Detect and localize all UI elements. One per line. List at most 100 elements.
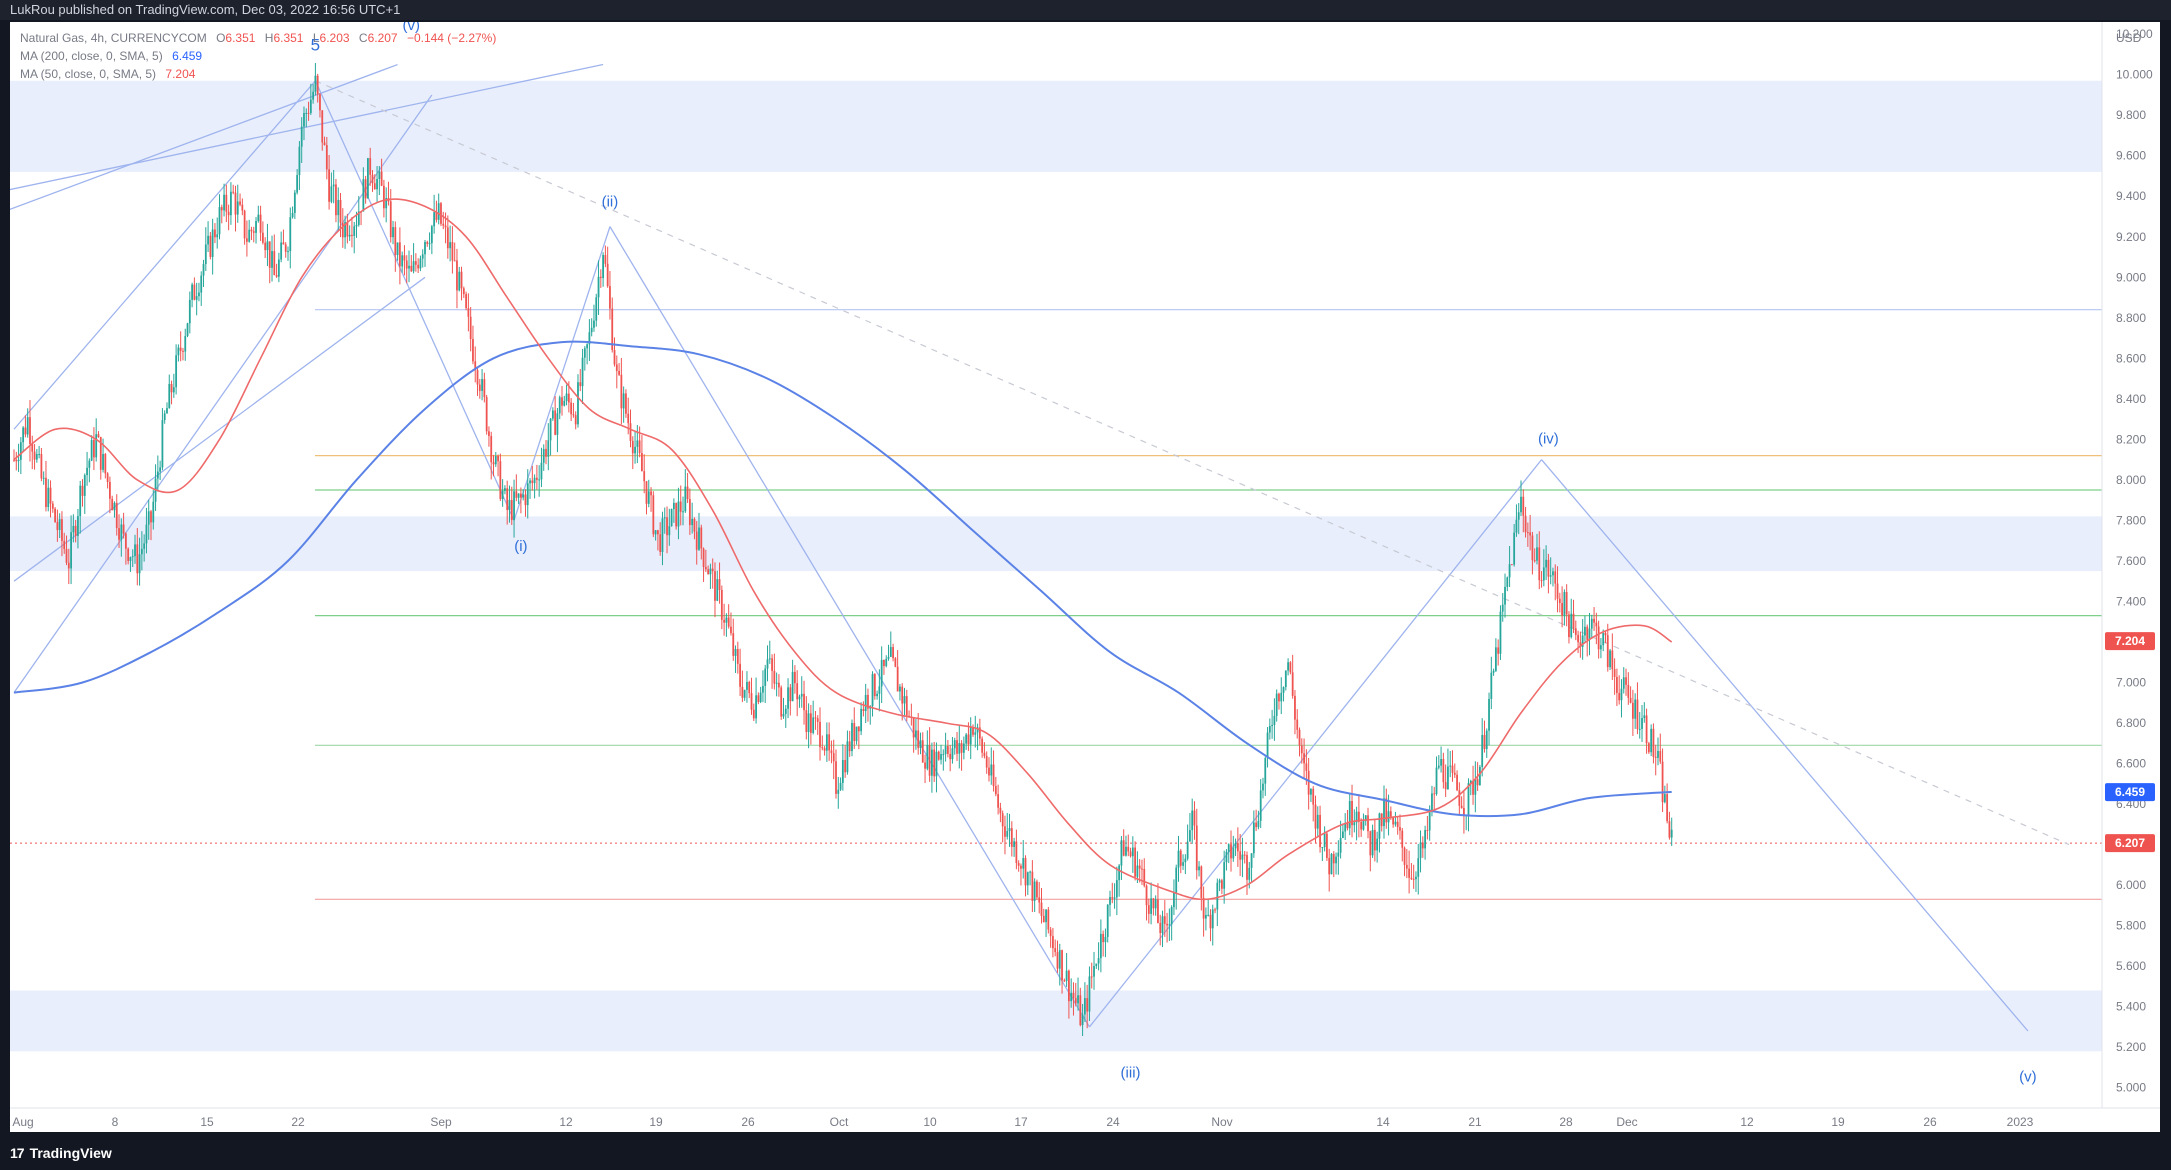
candle — [1558, 592, 1561, 613]
candle-body — [1157, 899, 1159, 923]
candle — [812, 700, 815, 735]
price-tick-label: 5.200 — [2116, 1040, 2146, 1054]
candle — [844, 744, 847, 778]
candle — [90, 435, 93, 462]
candle-body — [1353, 822, 1356, 826]
candle — [1449, 750, 1452, 778]
elliott-wave-labels: 5(v)(ii)(i)(iii)(iv)(v) — [311, 17, 2037, 1086]
candle — [1131, 836, 1134, 873]
tradingview-logo[interactable]: 17 TradingView — [10, 1145, 112, 1161]
candle-body — [223, 194, 225, 211]
candle — [1421, 836, 1424, 858]
candle — [1600, 637, 1602, 659]
candle — [1638, 712, 1641, 739]
candle — [634, 431, 636, 464]
candle-body — [739, 663, 741, 687]
candle — [937, 750, 940, 761]
candle-body — [848, 741, 851, 752]
candle-body — [337, 199, 340, 216]
candle — [72, 514, 75, 543]
candle-body — [1494, 647, 1497, 671]
candle — [1042, 908, 1045, 923]
candle — [1282, 686, 1285, 702]
candle — [289, 207, 292, 269]
candle-body — [17, 459, 20, 462]
candle-body — [90, 440, 93, 461]
candle-body — [1654, 756, 1657, 758]
candle-body — [485, 397, 488, 432]
candle — [1029, 870, 1031, 886]
candle — [577, 374, 579, 428]
candle-body — [1122, 840, 1125, 856]
candle — [750, 677, 753, 715]
price-tag: 6.207 — [2105, 834, 2155, 853]
candle-body — [855, 726, 858, 742]
candle-body — [1520, 496, 1522, 513]
candle — [615, 355, 618, 389]
candle — [1659, 733, 1662, 764]
candle — [214, 223, 216, 244]
price-chart[interactable]: 5(v)(ii)(i)(iii)(iv)(v) USD 10.20010.000… — [6, 17, 2160, 1132]
candle-body — [282, 242, 285, 245]
candle — [942, 749, 945, 771]
price-tick-label: 9.200 — [2116, 230, 2146, 244]
moving-averages — [13, 198, 1673, 901]
candle — [1314, 795, 1317, 844]
candle-body — [1241, 854, 1244, 860]
candle-body — [1474, 779, 1477, 795]
candle-body — [773, 670, 776, 684]
candle-body — [332, 184, 335, 187]
candle — [35, 448, 38, 463]
tradingview-brand: TradingView — [29, 1145, 112, 1161]
candle — [408, 250, 410, 283]
candle — [88, 458, 91, 483]
candle-body — [147, 511, 150, 525]
candle-body — [981, 738, 984, 753]
candle-body — [1177, 850, 1180, 868]
candle-body — [1314, 804, 1317, 829]
candle — [428, 232, 431, 250]
candle — [387, 181, 390, 206]
candle-body — [1563, 592, 1566, 616]
candle-body — [538, 479, 541, 481]
candle-body — [1460, 805, 1463, 808]
candle — [887, 644, 890, 661]
candle-body — [517, 493, 520, 498]
candle-body — [1239, 851, 1242, 860]
candle — [1015, 829, 1018, 870]
candle-body — [983, 752, 986, 757]
price-tick-label: 7.600 — [2116, 554, 2146, 568]
candle — [1017, 860, 1020, 872]
candle — [1415, 871, 1417, 892]
candle-body — [150, 511, 152, 523]
candle-body — [435, 212, 438, 220]
candle-body — [1145, 885, 1148, 906]
candle-body — [1218, 880, 1221, 883]
candle — [138, 537, 141, 586]
candle — [1412, 864, 1415, 889]
candle-body — [940, 754, 942, 760]
candle — [718, 562, 721, 604]
candle-body — [1538, 547, 1541, 581]
time-axis[interactable]: Aug 8 15 22 Sep 12 19 26 Oct 10 17 24 Nov 14 21 28 Dec 12… — [12, 1115, 2033, 1129]
candle-body — [234, 192, 237, 215]
candle — [17, 443, 20, 472]
candle — [364, 175, 367, 204]
candle-body — [47, 487, 50, 508]
candle — [159, 460, 162, 481]
candle-body — [1200, 866, 1203, 898]
candle-body — [1504, 586, 1506, 605]
candle-body — [1437, 765, 1440, 768]
candle — [1134, 841, 1137, 881]
candle — [1275, 689, 1278, 722]
candle-body — [403, 255, 406, 261]
candle-body — [766, 659, 769, 669]
candle-body — [1154, 899, 1157, 909]
time-tick-label: Aug — [12, 1115, 33, 1129]
candle — [940, 744, 942, 765]
price-axis[interactable]: 10.20010.0009.8009.6009.4009.2009.0008.8… — [2116, 27, 2153, 1095]
candle-body — [1577, 634, 1579, 643]
candle-body — [111, 498, 114, 511]
candle — [1179, 848, 1182, 874]
candle — [106, 472, 109, 489]
